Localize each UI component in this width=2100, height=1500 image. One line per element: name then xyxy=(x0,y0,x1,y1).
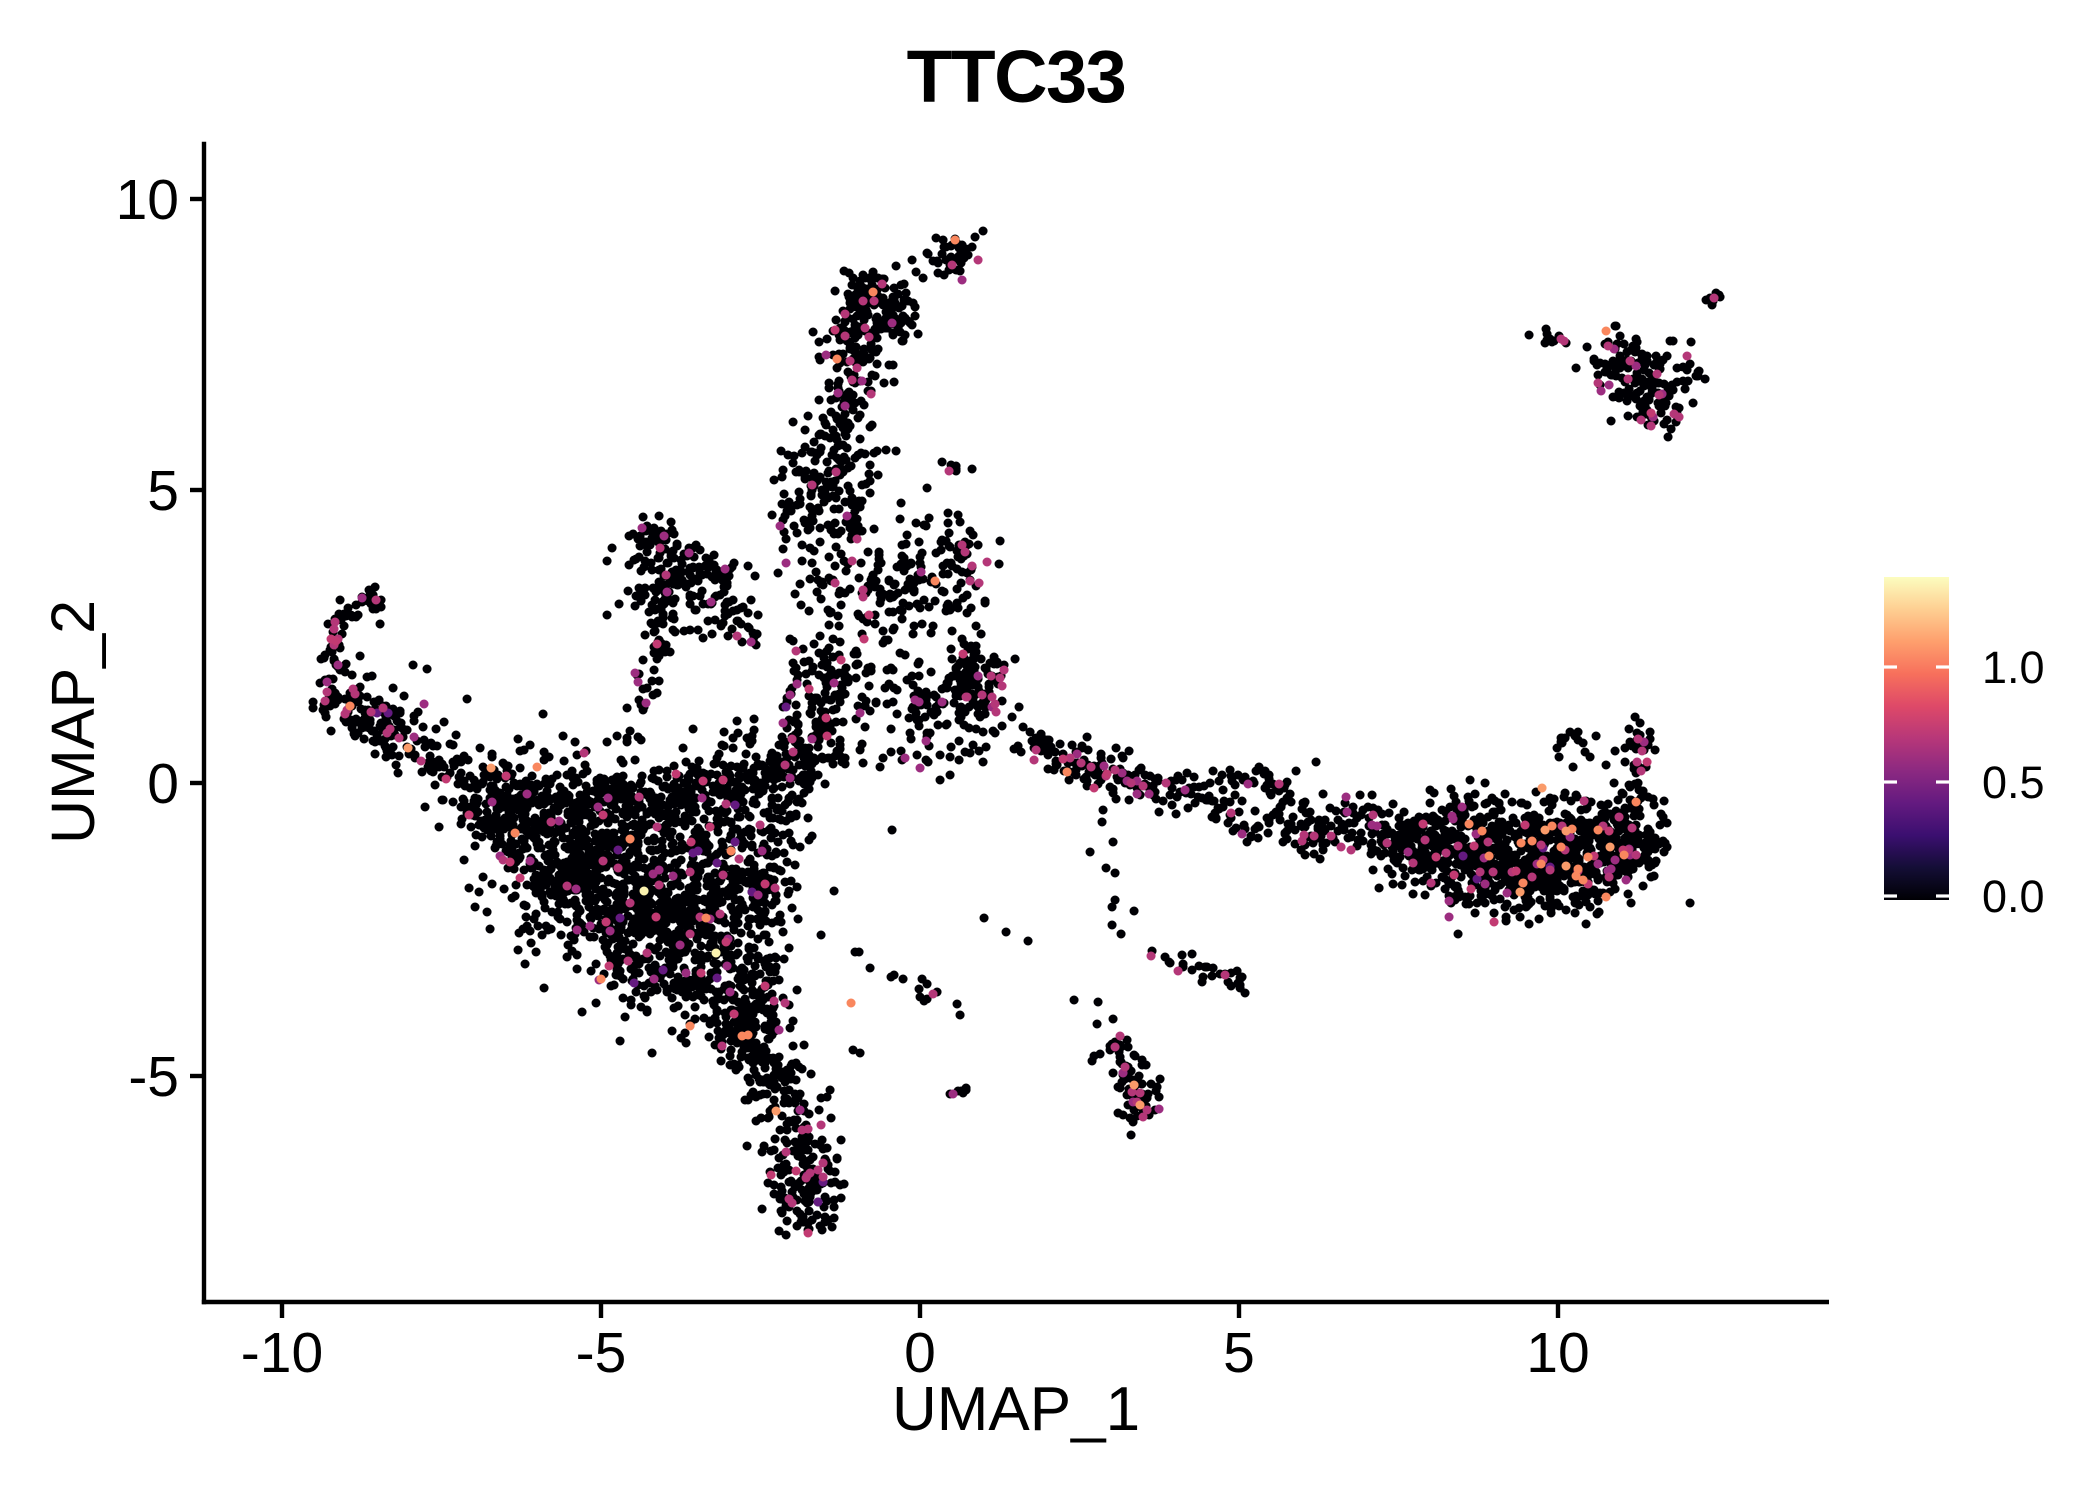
svg-text:1.0: 1.0 xyxy=(1982,642,2045,693)
svg-text:-10: -10 xyxy=(241,1321,323,1385)
svg-text:5: 5 xyxy=(147,459,179,523)
svg-text:5: 5 xyxy=(1223,1321,1255,1385)
svg-text:0.5: 0.5 xyxy=(1982,757,2045,808)
svg-text:10: 10 xyxy=(1526,1321,1589,1385)
svg-text:UMAP_1: UMAP_1 xyxy=(892,1375,1140,1444)
svg-text:0: 0 xyxy=(147,752,179,816)
svg-text:UMAP_2: UMAP_2 xyxy=(39,600,107,844)
svg-text:0.0: 0.0 xyxy=(1982,871,2045,922)
svg-text:10: 10 xyxy=(116,168,179,232)
svg-text:-5: -5 xyxy=(576,1321,627,1385)
svg-text:-5: -5 xyxy=(128,1045,179,1109)
svg-text:0: 0 xyxy=(904,1321,936,1385)
svg-text:TTC33: TTC33 xyxy=(907,35,1126,118)
